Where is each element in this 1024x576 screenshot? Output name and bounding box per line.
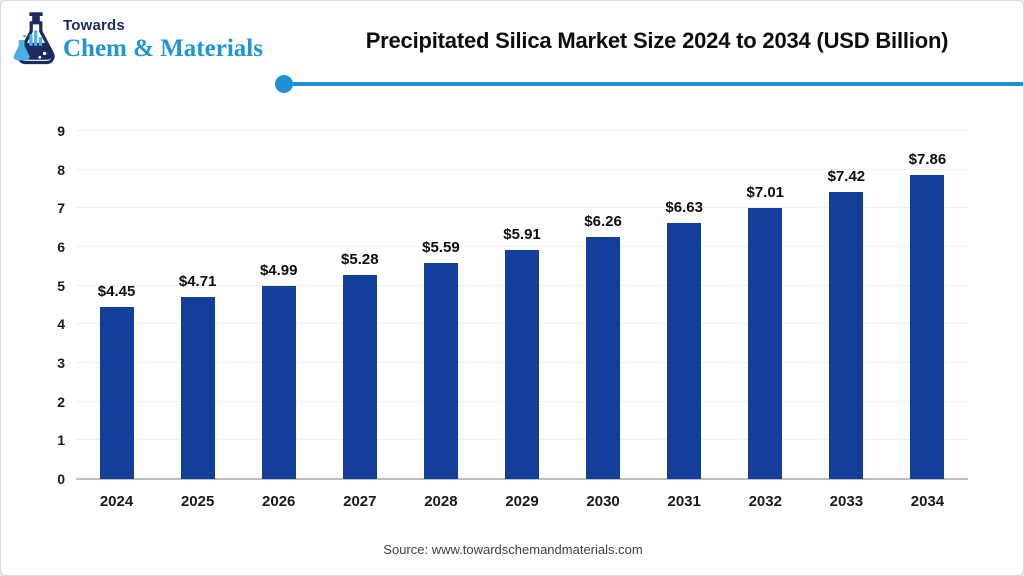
y-tick-label: 3 [57, 355, 65, 372]
source-attribution: Source: www.towardschemandmaterials.com [383, 542, 643, 557]
x-tick-label: 2028 [424, 493, 458, 510]
y-tick-label: 5 [57, 277, 65, 294]
brand-name-bottom: Chem & Materials [63, 35, 263, 62]
bar [180, 296, 215, 479]
bar-value-label: $5.91 [503, 226, 541, 244]
bar-value-label: $5.59 [422, 238, 460, 256]
plot-area: $4.45 $4.71 $4.99 $5.28 $5.59 $5.91 $6.26 $6.63… [76, 130, 968, 480]
accent-dot [275, 75, 293, 93]
bar-value-label: $4.99 [259, 262, 298, 280]
bar [748, 207, 783, 479]
brand-name-top: Towards [63, 17, 125, 34]
x-tick-label: 2029 [505, 493, 539, 510]
bar [423, 262, 458, 479]
gridline [76, 168, 968, 170]
x-axis: 2024 2025 2026 2027 2028 2029 2030 2031 2032 2033… [76, 493, 968, 515]
bar-value-label: $7.86 [908, 151, 947, 169]
y-axis: 0 1 2 3 4 5 6 7 8 9 [31, 123, 65, 487]
bar-value-label: $4.71 [178, 272, 217, 290]
bar [342, 274, 377, 479]
brand-logo-text: Towards Chem & Materials [63, 17, 263, 62]
y-tick-label: 6 [57, 239, 65, 256]
gridline [76, 207, 968, 209]
y-tick-label: 2 [57, 393, 65, 410]
bar [261, 286, 296, 479]
gridline [76, 130, 968, 131]
y-tick-label: 4 [57, 316, 65, 333]
x-tick-label: 2027 [343, 493, 377, 510]
y-tick-label: 7 [57, 200, 65, 217]
bar [829, 192, 864, 479]
bar [505, 250, 539, 479]
bar-value-label: $6.63 [665, 198, 703, 216]
x-tick-label: 2024 [99, 493, 134, 510]
bar-value-label: $7.01 [746, 183, 785, 201]
chart-title: Precipitated Silica Market Size 2024 to … [365, 28, 949, 53]
x-tick-label: 2030 [586, 493, 620, 510]
y-tick-label: 0 [57, 471, 65, 487]
accent-rule [291, 82, 1023, 86]
bar [910, 175, 945, 479]
bar [667, 222, 702, 479]
brand-logo: Towards Chem & Materials [13, 11, 263, 69]
bar-value-label: $5.28 [341, 250, 379, 268]
x-tick-label: 2033 [829, 493, 864, 510]
x-axis-line [76, 478, 968, 480]
gridline [76, 246, 968, 247]
y-tick-label: 9 [57, 123, 65, 139]
x-tick-label: 2034 [910, 493, 945, 510]
bar [586, 236, 621, 479]
x-tick-label: 2031 [667, 493, 701, 510]
bar-value-label: $4.45 [97, 282, 136, 300]
x-tick-label: 2032 [748, 493, 782, 510]
flask-icon [13, 12, 55, 65]
y-tick-label: 1 [57, 432, 65, 449]
bar [99, 306, 134, 479]
bar-value-label: $6.26 [584, 212, 622, 230]
x-tick-label: 2026 [262, 493, 296, 510]
y-tick-label: 8 [57, 161, 65, 178]
bar-value-label: $7.42 [827, 168, 866, 186]
x-tick-label: 2025 [180, 493, 215, 510]
